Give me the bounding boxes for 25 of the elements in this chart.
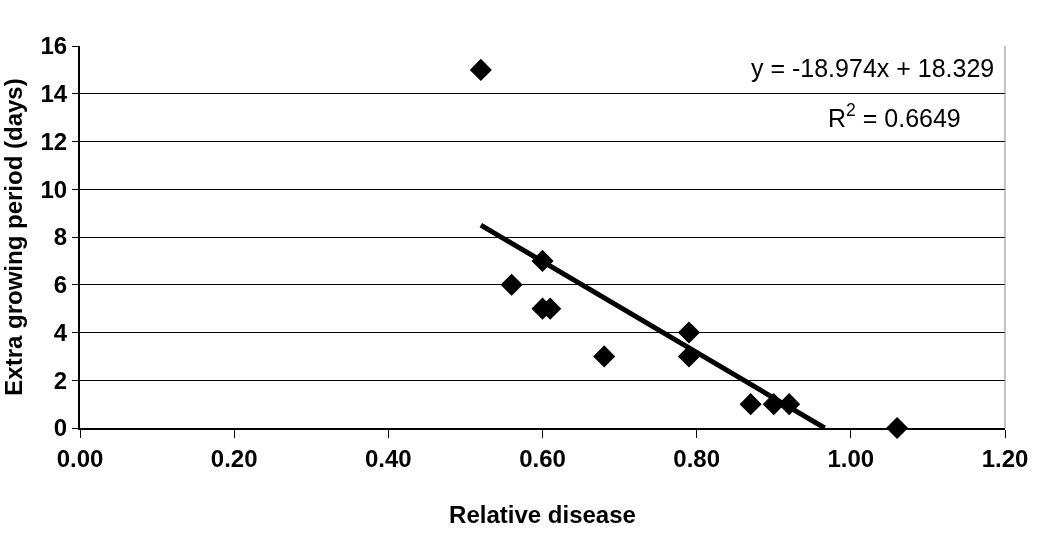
point <box>677 321 701 344</box>
x-axis-title: Relative disease <box>449 500 636 528</box>
x-tick-label: 0.80 <box>673 444 721 472</box>
x-tick-label: 0.00 <box>56 444 104 472</box>
x-tick-label: 1.20 <box>981 444 1029 472</box>
y-tick-label: 4 <box>53 318 68 346</box>
y-tick-label: 6 <box>53 271 68 299</box>
y-tick-label: 0 <box>53 414 68 442</box>
x-tick-label: 0.40 <box>364 444 412 472</box>
annotation: R$^{2}$ = 0.6649 <box>828 100 961 132</box>
x-tick-label: 1.00 <box>827 444 875 472</box>
point <box>500 273 523 296</box>
annotation: y = -18.974x + 18.329 <box>751 54 995 82</box>
point <box>593 345 616 368</box>
x-tick-label: 0.20 <box>210 444 258 472</box>
y-tick-label: 8 <box>53 223 68 251</box>
point <box>739 393 762 416</box>
y-tick-label: 16 <box>40 32 68 60</box>
y-tick-label: 2 <box>53 366 68 394</box>
y-tick-label: 12 <box>40 127 68 155</box>
y-tick-label: 10 <box>40 175 68 203</box>
point <box>469 58 492 81</box>
y-axis-title: Extra growing period (days) <box>0 78 27 396</box>
x-tick-label: 0.60 <box>519 444 566 472</box>
y-tick-label: 14 <box>40 80 68 108</box>
